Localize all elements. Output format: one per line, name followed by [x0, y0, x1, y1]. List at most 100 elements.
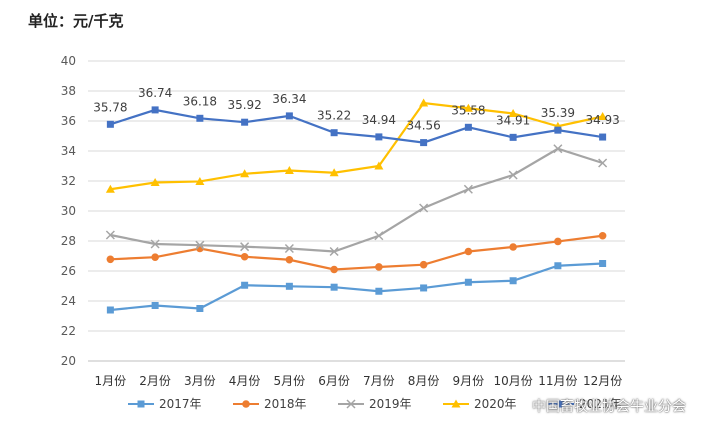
x-tick-label: 3月份	[184, 374, 216, 388]
legend-item: 2019年	[338, 397, 412, 411]
data-point	[330, 265, 338, 274]
data-label: 36.18	[183, 94, 217, 108]
data-point	[508, 109, 518, 117]
x-tick-label: 9月份	[453, 374, 485, 388]
data-label: 34.56	[406, 119, 440, 133]
legend-label: 2017年	[159, 397, 202, 411]
x-tick-label: 4月份	[229, 374, 261, 388]
data-label: 34.93	[585, 113, 619, 127]
series-2020年	[105, 98, 608, 193]
data-point	[329, 168, 339, 177]
series-2021年	[106, 106, 607, 147]
data-point	[330, 129, 338, 137]
legend-marker	[242, 400, 250, 408]
legend-item: 2020年	[443, 397, 517, 411]
x-tick-label: 7月份	[363, 374, 395, 388]
x-tick-label: 10月份	[493, 374, 532, 388]
data-point	[554, 237, 562, 246]
data-label: 36.74	[138, 86, 172, 100]
data-label: 34.91	[496, 113, 530, 127]
data-point	[420, 284, 428, 292]
data-point	[150, 239, 160, 249]
data-point	[151, 302, 159, 309]
data-point	[375, 133, 383, 141]
y-tick-label: 36	[61, 114, 76, 128]
y-tick-label: 26	[61, 264, 76, 278]
data-point	[284, 166, 294, 174]
data-label: 35.58	[451, 103, 485, 117]
data-label: 36.34	[272, 92, 306, 106]
data-point	[554, 126, 562, 134]
data-point	[374, 161, 384, 170]
grid-lines	[88, 60, 625, 362]
data-point	[105, 230, 115, 240]
data-point	[150, 178, 160, 186]
data-point	[464, 278, 472, 286]
data-point	[105, 184, 115, 193]
legend-marker	[137, 400, 145, 408]
data-point	[374, 231, 384, 241]
data-point	[329, 246, 339, 257]
series-line	[110, 101, 603, 191]
data-point	[375, 263, 383, 271]
y-tick-label: 32	[61, 174, 76, 188]
legend-label: 2021年	[579, 397, 622, 411]
x-tick-label: 12月份	[583, 374, 622, 388]
data-point	[598, 158, 608, 168]
data-point	[195, 240, 205, 250]
axes: 20 22 24 26 28 30 32 34 36 38 40 1月份 2月份 3月份 4月份 5月份 6月份…	[61, 54, 623, 388]
data-label: 35.92	[227, 98, 261, 112]
legend-marker	[557, 400, 565, 408]
data-label: 34.94	[362, 113, 396, 127]
legend-label: 2019年	[369, 397, 412, 411]
data-point	[241, 118, 249, 126]
data-point	[553, 144, 563, 154]
series-2018年	[106, 231, 607, 274]
data-point	[599, 133, 607, 141]
data-point	[196, 114, 204, 122]
data-point	[599, 260, 607, 267]
data-point	[240, 252, 249, 261]
data-point	[106, 255, 115, 264]
data-point	[285, 255, 294, 264]
data-point	[151, 106, 159, 114]
y-tick-label: 38	[61, 84, 76, 98]
data-point	[464, 247, 473, 256]
y-tick-label: 28	[61, 234, 76, 248]
data-point	[419, 260, 428, 269]
data-point	[419, 98, 429, 107]
series-line	[110, 147, 603, 253]
data-point	[241, 281, 249, 289]
series-2019年	[105, 144, 608, 257]
legend-label: 2018年	[264, 397, 307, 411]
data-point	[554, 262, 562, 270]
data-point	[196, 305, 204, 312]
data-label: 35.39	[541, 106, 575, 120]
y-tick-label: 34	[61, 144, 76, 158]
watermark: 中国畜牧业协会牛业分会	[532, 399, 686, 415]
x-tick-label: 2月份	[139, 374, 171, 388]
series-line	[110, 108, 603, 144]
y-tick-label: 40	[61, 54, 76, 68]
y-tick-label: 30	[61, 204, 76, 218]
legend: 2017年 2018年 2019年 2020年 2021年	[128, 397, 622, 411]
data-point	[285, 282, 293, 290]
data-point	[240, 169, 250, 178]
data-point	[509, 133, 517, 141]
data-point	[240, 242, 250, 252]
data-point	[284, 243, 294, 254]
data-point	[285, 112, 293, 120]
series-line	[110, 262, 603, 312]
y-tick-label: 24	[61, 294, 76, 308]
legend-marker	[451, 399, 461, 408]
data-point	[463, 103, 473, 112]
data-point	[509, 243, 517, 251]
data-point	[464, 123, 472, 131]
data-point	[509, 277, 517, 285]
data-labels: 35.78 36.74 36.18 35.92 36.34 35.22 34.94 34.56…	[93, 86, 620, 133]
data-point	[598, 112, 608, 120]
series-2017年	[106, 260, 607, 314]
unit-label: 单位：元/千克	[28, 12, 124, 30]
legend-item: 2018年	[233, 397, 307, 411]
